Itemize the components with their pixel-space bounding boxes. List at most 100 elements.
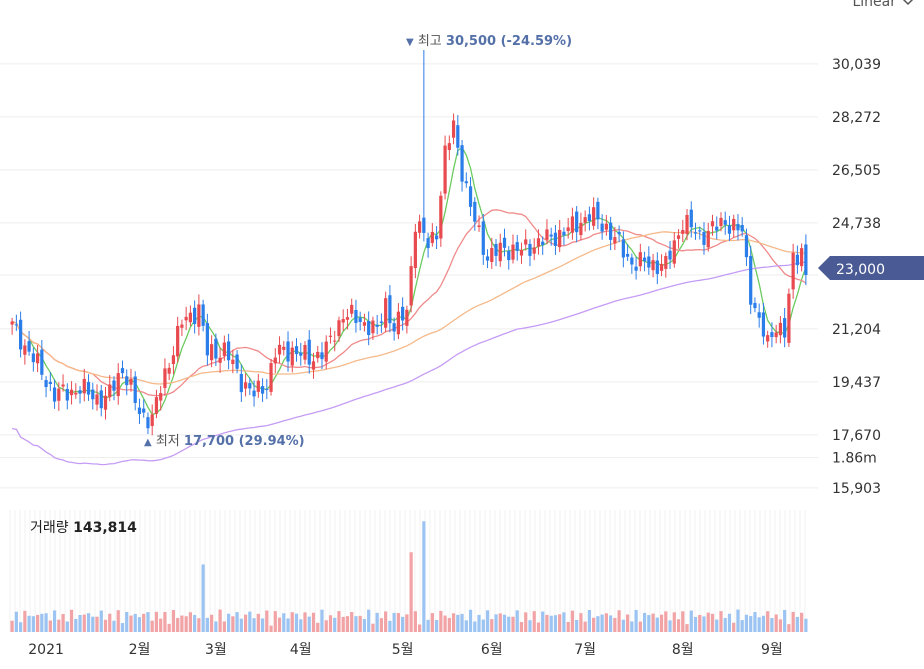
volume-bar xyxy=(239,618,243,632)
volume-bar xyxy=(193,614,197,632)
candle-body xyxy=(316,351,320,359)
volume-bar xyxy=(392,612,396,632)
candle-body xyxy=(456,125,460,148)
volume-bar xyxy=(515,610,519,632)
volume-bar xyxy=(14,611,18,632)
volume-bar xyxy=(265,610,269,632)
volume-bar xyxy=(528,620,532,632)
candle-body xyxy=(235,354,239,369)
volume-bar xyxy=(757,617,761,632)
candle-body xyxy=(693,232,698,234)
candle-body xyxy=(333,340,337,342)
candle-body xyxy=(137,407,142,414)
candle-body xyxy=(201,304,205,326)
volume-bar xyxy=(210,614,214,632)
candle-body xyxy=(243,382,248,389)
candle-body xyxy=(205,323,209,356)
candle-body xyxy=(388,295,392,324)
candle-body xyxy=(129,379,133,385)
date-tick-label: 6월 xyxy=(481,642,503,658)
candle-body xyxy=(35,353,40,364)
candle-body xyxy=(384,298,388,328)
volume-bar xyxy=(736,609,740,632)
volume-bar xyxy=(388,620,392,632)
candle-body xyxy=(358,317,362,322)
volume-bar xyxy=(379,618,384,632)
candle-body xyxy=(553,232,558,246)
volume-gridlines xyxy=(0,456,818,632)
price-axis: 30,039 28,272 26,505 24,738 21,204 19,437 17,6… xyxy=(832,57,881,497)
candle-body xyxy=(413,231,417,269)
candle-body xyxy=(409,266,413,306)
date-tick-label: 5월 xyxy=(392,642,414,658)
candle-body xyxy=(749,255,753,305)
volume-bar xyxy=(31,616,35,632)
candle-body xyxy=(430,231,434,243)
candle-body xyxy=(31,353,35,363)
low-price-annotation: ▲ 최저 17,700 (29.94%) xyxy=(144,430,305,449)
candle-body xyxy=(562,231,566,236)
volume-bar xyxy=(655,617,659,632)
date-tick-label: 2월 xyxy=(129,642,151,658)
candle-body xyxy=(490,247,494,263)
candle-body xyxy=(744,235,749,258)
candle-body xyxy=(328,335,333,337)
volume-bar xyxy=(693,616,698,632)
volume-bar xyxy=(502,614,507,632)
volume-bar xyxy=(689,610,693,632)
date-tick-label: 9월 xyxy=(761,642,783,658)
candle-body xyxy=(286,341,290,362)
candle-body xyxy=(299,352,303,356)
volume-bar xyxy=(290,612,294,632)
candle-body xyxy=(345,317,350,320)
volume-bar xyxy=(57,619,61,632)
volume-bar xyxy=(256,613,260,632)
candle-body xyxy=(277,344,282,355)
volume-bar xyxy=(243,614,248,632)
volume-bar xyxy=(451,613,456,632)
scale-selector[interactable]: Linear xyxy=(852,0,914,10)
candle-body xyxy=(116,373,120,397)
candle-body xyxy=(401,306,405,321)
candle-body xyxy=(176,325,180,357)
candle-body xyxy=(451,120,456,138)
candle-body xyxy=(375,324,379,327)
volume-bar xyxy=(549,615,553,632)
candle-body xyxy=(778,322,783,336)
volume-bar xyxy=(40,613,44,632)
volume-bar xyxy=(78,615,82,632)
volume-bar xyxy=(218,609,222,632)
candle-body xyxy=(171,355,176,365)
candle-body xyxy=(519,249,524,256)
candle-body xyxy=(575,211,579,233)
candle-body xyxy=(99,390,103,409)
volume-bar xyxy=(464,620,468,632)
date-tick-label: 8월 xyxy=(672,642,694,658)
candle-body xyxy=(460,145,464,182)
candle-body xyxy=(91,389,95,400)
volume-bar xyxy=(154,611,159,632)
volume-bar xyxy=(205,617,209,632)
price-gridlines xyxy=(0,63,818,489)
candle-body xyxy=(651,260,655,271)
volume-bar xyxy=(783,610,787,632)
volume-bar xyxy=(27,615,31,632)
candle-body xyxy=(481,221,485,255)
volume-bar xyxy=(545,614,549,632)
candle-body xyxy=(587,214,592,221)
volume-bar xyxy=(235,612,239,632)
date-tick-label: 3월 xyxy=(205,642,227,658)
volume-bar xyxy=(303,612,307,632)
candle-body xyxy=(659,263,664,271)
candle-body xyxy=(18,319,23,350)
volume-bar xyxy=(294,613,299,632)
candle-body xyxy=(40,349,44,375)
volume-bar xyxy=(477,614,481,632)
volume-bar xyxy=(770,618,774,632)
candle-body xyxy=(226,341,231,361)
candle-body xyxy=(685,214,689,235)
candle-body xyxy=(774,332,778,338)
volume-bar xyxy=(439,610,443,632)
volume-bar xyxy=(82,614,86,632)
volume-bar xyxy=(91,616,95,632)
